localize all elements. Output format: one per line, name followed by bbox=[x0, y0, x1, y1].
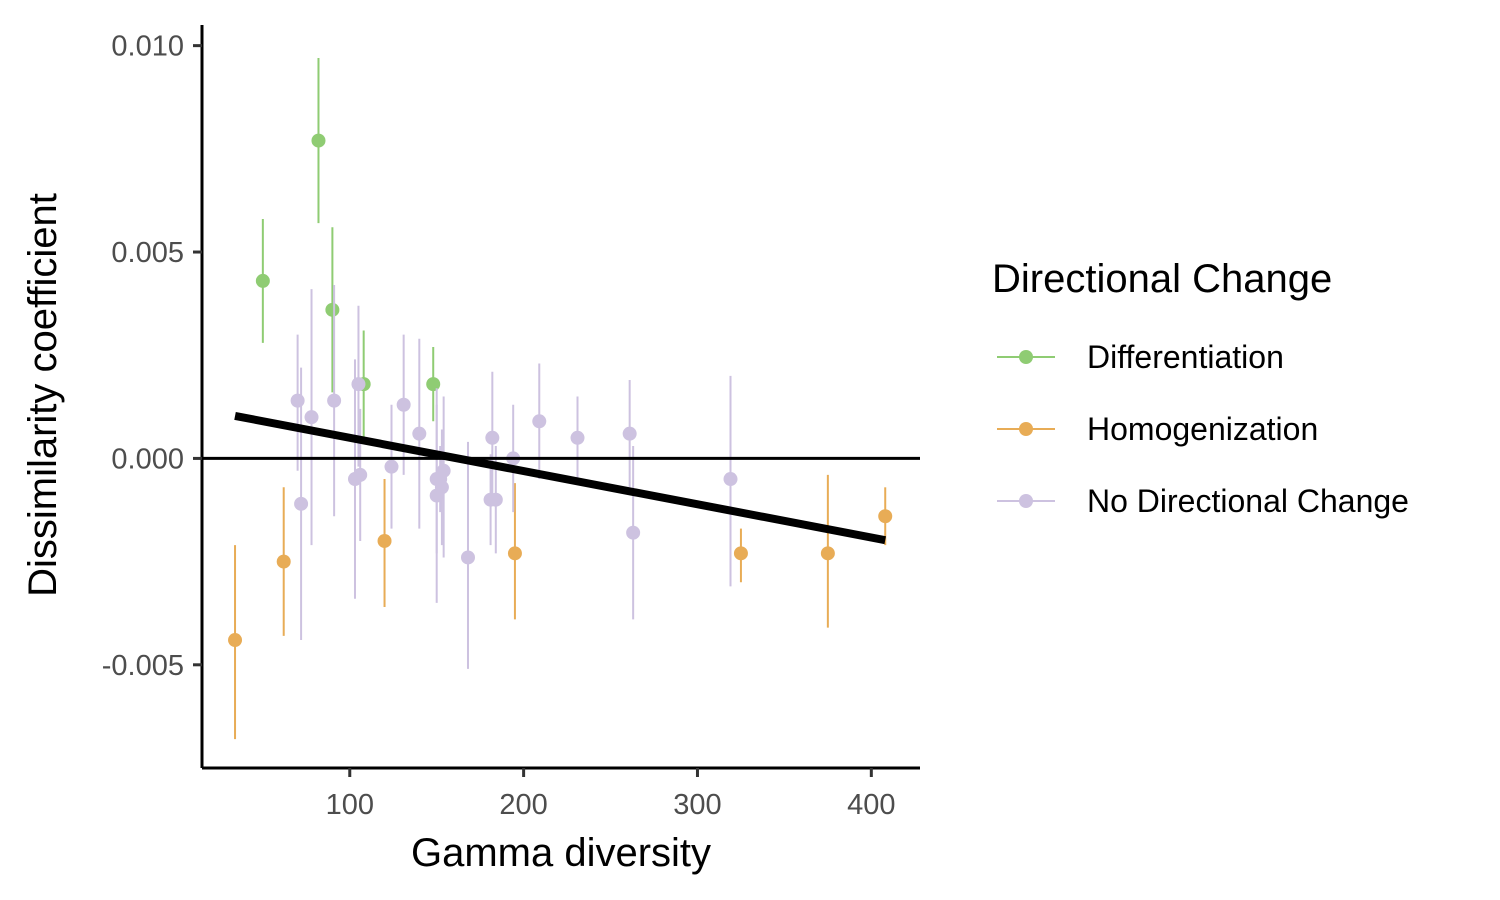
data-point bbox=[294, 496, 309, 511]
legend-item: Differentiation bbox=[997, 339, 1284, 375]
legend-key-marker bbox=[1019, 494, 1033, 508]
data-point bbox=[485, 430, 500, 445]
data-point bbox=[723, 472, 738, 487]
data-point bbox=[426, 377, 441, 392]
legend: Directional Change Differentiation Homoge… bbox=[992, 257, 1409, 519]
data-point bbox=[820, 546, 835, 561]
data-point bbox=[460, 550, 475, 565]
data-point bbox=[412, 426, 427, 441]
x-tick-label: 300 bbox=[673, 789, 721, 821]
data-point bbox=[384, 459, 399, 474]
data-point bbox=[353, 467, 368, 482]
series-layer bbox=[228, 58, 893, 740]
data-point bbox=[325, 302, 340, 317]
data-point bbox=[622, 426, 637, 441]
data-point bbox=[255, 273, 270, 288]
x-tick-label: 200 bbox=[499, 789, 547, 821]
data-point bbox=[436, 463, 451, 478]
series-group bbox=[228, 474, 893, 740]
x-tick-label: 100 bbox=[326, 789, 374, 821]
legend-label: Differentiation bbox=[1087, 339, 1284, 375]
data-point bbox=[304, 410, 319, 425]
data-point bbox=[228, 633, 243, 648]
legend-item: No Directional Change bbox=[997, 483, 1409, 519]
x-tick-label: 400 bbox=[847, 789, 895, 821]
legend-key-marker bbox=[1019, 350, 1033, 364]
data-point bbox=[396, 397, 411, 412]
data-point bbox=[290, 393, 305, 408]
x-axis-ticks: 100 200 300 400 bbox=[326, 768, 896, 821]
series-group bbox=[290, 285, 738, 669]
data-point bbox=[377, 533, 392, 548]
legend-item: Homogenization bbox=[997, 411, 1318, 447]
legend-key-marker bbox=[1019, 422, 1033, 436]
y-axis-ticks: -0.005 0.000 0.005 0.010 bbox=[102, 31, 202, 682]
legend-items: Differentiation Homogenization No Directio… bbox=[997, 339, 1409, 519]
data-point bbox=[327, 393, 342, 408]
x-axis-title: Gamma diversity bbox=[411, 831, 711, 875]
data-point bbox=[532, 414, 547, 429]
y-tick-label: 0.010 bbox=[111, 31, 184, 63]
data-point bbox=[507, 546, 522, 561]
data-point bbox=[311, 133, 326, 148]
y-tick-label: 0.000 bbox=[111, 443, 184, 475]
legend-title: Directional Change bbox=[992, 257, 1332, 301]
data-point bbox=[351, 377, 366, 392]
data-point bbox=[878, 509, 893, 524]
series-group bbox=[255, 58, 441, 438]
data-point bbox=[733, 546, 748, 561]
data-point bbox=[570, 430, 585, 445]
trend-line bbox=[234, 411, 886, 545]
data-point bbox=[434, 480, 449, 495]
y-tick-label: 0.005 bbox=[111, 237, 184, 269]
data-point bbox=[626, 525, 641, 540]
y-axis-title: Dissimilarity coefficient bbox=[21, 193, 65, 597]
y-tick-label: -0.005 bbox=[102, 650, 184, 682]
legend-label: Homogenization bbox=[1087, 411, 1318, 447]
legend-label: No Directional Change bbox=[1087, 483, 1409, 519]
data-point bbox=[276, 554, 291, 569]
data-point bbox=[488, 492, 503, 507]
